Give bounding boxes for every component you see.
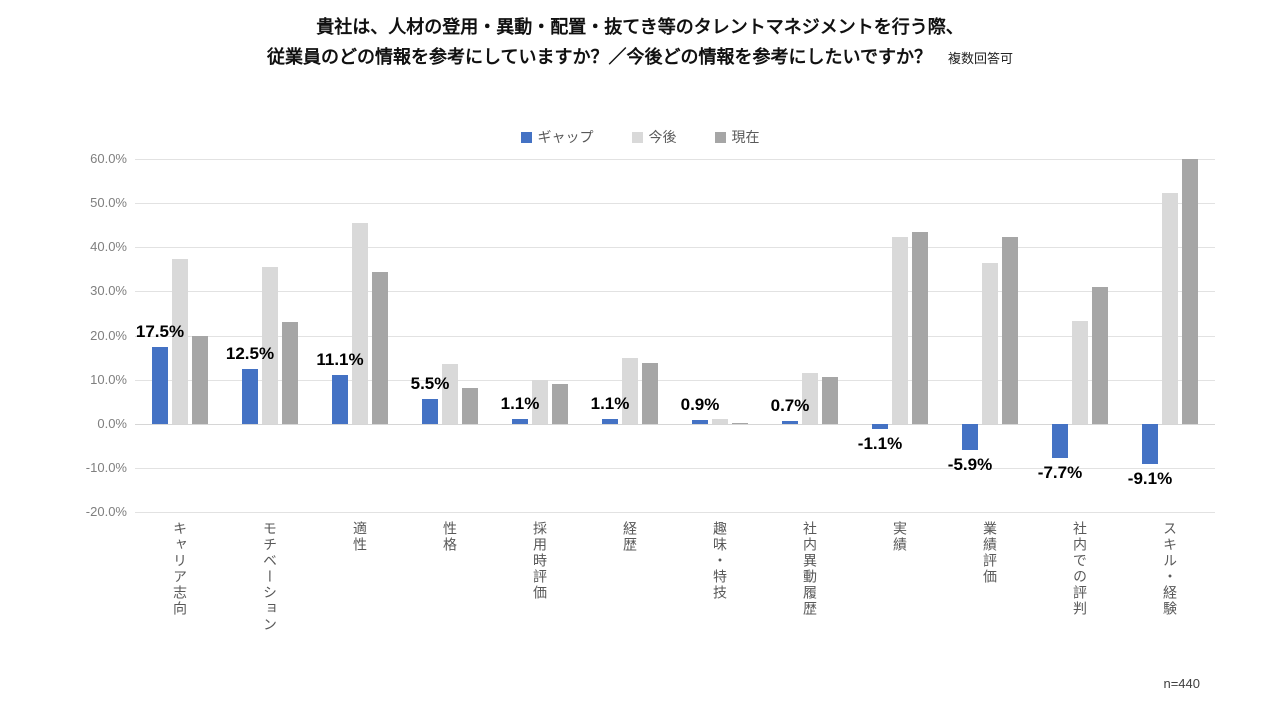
bar-gap (1142, 423, 1158, 464)
data-label-gap: 5.5% (410, 374, 450, 394)
category-label: 業績評価 (982, 521, 998, 585)
legend-swatch-gap (520, 131, 532, 143)
y-axis-tick-label: 20.0% (90, 327, 127, 343)
gridline-40 (135, 247, 1215, 249)
gridline-60 (135, 159, 1215, 160)
legend-item-current: 現在 (714, 127, 760, 147)
bar-future (982, 263, 998, 424)
gridline-0 (135, 423, 1215, 425)
bar-gap (332, 374, 348, 424)
y-axis-tick-label: -20.0% (85, 504, 127, 519)
gridline-10 (135, 379, 1215, 381)
data-label-gap: -1.1% (857, 433, 903, 453)
legend-item-future: 今後 (631, 127, 677, 147)
category-label: 実績 (892, 521, 908, 553)
bar-current (822, 376, 838, 424)
bar-future (442, 363, 458, 424)
sample-size-note: n=440 (1163, 676, 1200, 691)
plot-area: 60.0% 50.0% 40.0% 30.0% 20.0% 10.0% 0.0% -10.0%… (86, 151, 1215, 633)
bar-current (462, 388, 478, 424)
bar-future (262, 267, 278, 424)
bar-future (712, 418, 728, 424)
bar-gap (422, 399, 438, 424)
bar-future (532, 379, 548, 424)
legend-label-future: 今後 (648, 129, 677, 145)
gridline-20 (135, 335, 1215, 337)
y-axis-tick-label: -10.0% (85, 459, 127, 475)
gridline-50 (135, 203, 1215, 205)
legend-swatch-future (631, 131, 643, 143)
bar-gap (962, 423, 978, 450)
bar-future (1162, 192, 1178, 424)
bar-current (372, 271, 388, 424)
bar-current (192, 336, 208, 424)
data-label-gap: 0.7% (770, 395, 810, 415)
data-label-gap: -9.1% (1127, 468, 1173, 488)
y-axis-tick-label: 60.0% (90, 151, 127, 166)
category-label: 社内異動履歴 (802, 521, 818, 617)
bar-gap (872, 423, 888, 429)
bar-gap (152, 346, 168, 424)
bar-gap (1052, 423, 1068, 458)
category-label: 性格 (442, 521, 458, 553)
data-label-gap: -5.9% (947, 454, 993, 474)
multiple-answers-note: 複数回答可 (947, 51, 1013, 66)
chart-title: 貴社は、人材の登用・異動・配置・抜てき等のタレントマネジメントを行う際、 従業員… (0, 12, 1280, 74)
bar-current (732, 422, 748, 424)
bar-future (802, 373, 818, 424)
data-label-gap: -7.7% (1037, 462, 1083, 482)
y-axis-tick-label: 50.0% (90, 195, 127, 211)
bar-current (1002, 237, 1018, 424)
data-label-gap: 0.9% (680, 394, 720, 414)
category-label: 適性 (352, 521, 368, 553)
legend: ギャップ 今後 現在 (0, 127, 1280, 147)
category-label: スキル・経験 (1162, 521, 1178, 617)
y-axis-tick-label: 30.0% (90, 283, 127, 299)
legend-item-gap: ギャップ (520, 127, 594, 147)
y-axis-tick-label: 0.0% (97, 415, 127, 431)
bar-current (552, 384, 568, 424)
bar-current (912, 232, 928, 424)
y-axis-tick-label: 40.0% (90, 239, 127, 255)
gridline--20 (135, 512, 1215, 513)
legend-label-current: 現在 (731, 129, 760, 145)
data-label-gap: 11.1% (316, 349, 364, 369)
gridline-30 (135, 291, 1215, 293)
bar-current (282, 322, 298, 424)
bar-current (1182, 159, 1198, 424)
bar-current (1092, 287, 1108, 424)
chart-title-line1: 貴社は、人材の登用・異動・配置・抜てき等のタレントマネジメントを行う際、 (316, 17, 964, 37)
y-axis-tick-label: 10.0% (90, 371, 127, 387)
bar-future (892, 237, 908, 424)
bar-future (622, 358, 638, 424)
category-label: 社内での評判 (1072, 521, 1088, 617)
category-label: 経歴 (622, 521, 638, 553)
bar-future (1072, 321, 1088, 424)
bar-gap (602, 418, 618, 424)
gridline--10 (135, 467, 1215, 469)
bar-gap (782, 420, 798, 424)
bar-gap (242, 368, 258, 424)
bar-gap (692, 419, 708, 424)
bar-current (642, 363, 658, 424)
bar-future (352, 222, 368, 424)
chart-title-line2: 従業員のどの情報を参考にしていますか？／今後どの情報を参考にしたいですか？ (267, 47, 932, 67)
data-label-gap: 1.1% (590, 393, 630, 413)
data-label-gap: 17.5% (135, 321, 185, 341)
data-label-gap: 12.5% (225, 343, 275, 363)
category-label: モチベーション (262, 521, 278, 633)
bar-gap (512, 418, 528, 424)
category-label: キャリア志向 (172, 521, 188, 617)
legend-swatch-current (714, 131, 726, 143)
category-label: 趣味・特技 (712, 521, 728, 601)
category-label: 採用時評価 (532, 521, 548, 601)
data-label-gap: 1.1% (500, 393, 540, 413)
bar-future (172, 259, 188, 424)
legend-label-gap: ギャップ (537, 129, 594, 145)
